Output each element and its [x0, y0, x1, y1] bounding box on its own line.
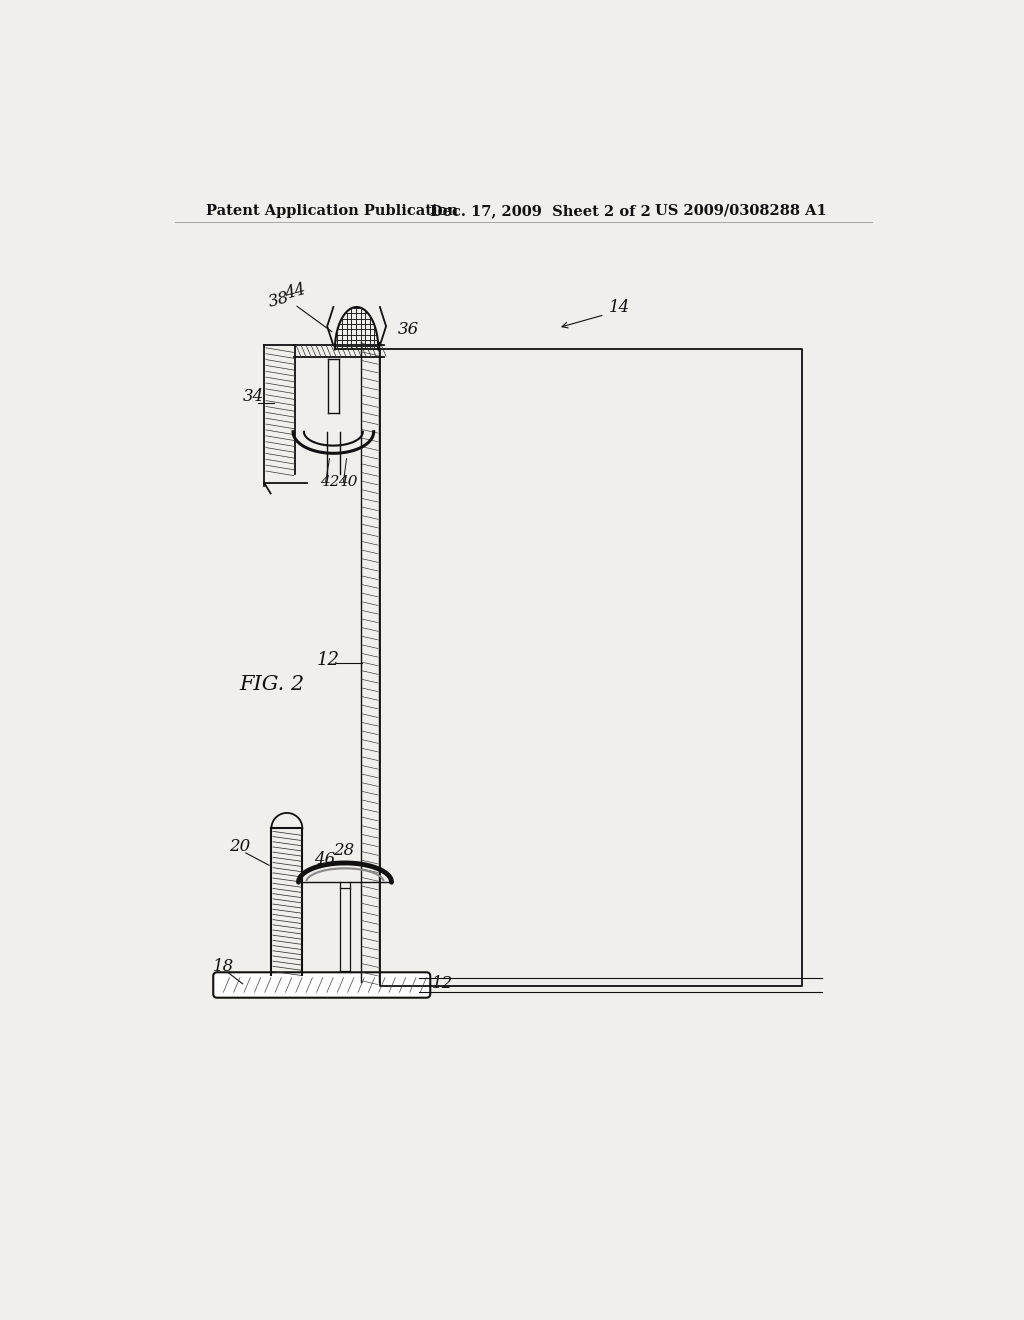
Text: 44: 44	[283, 281, 308, 304]
Text: US 2009/0308288 A1: US 2009/0308288 A1	[655, 203, 826, 218]
Text: 42: 42	[321, 475, 340, 488]
Text: Patent Application Publication: Patent Application Publication	[206, 203, 458, 218]
Text: 28: 28	[333, 842, 354, 859]
Text: 18: 18	[213, 958, 234, 974]
Text: 12: 12	[432, 975, 453, 993]
Text: 12: 12	[317, 651, 340, 669]
Text: 34: 34	[243, 388, 264, 405]
Text: 46: 46	[314, 850, 335, 867]
Text: 36: 36	[397, 321, 419, 338]
Text: FIG. 2: FIG. 2	[239, 675, 304, 694]
Text: 40: 40	[338, 475, 357, 488]
Text: 38: 38	[266, 289, 291, 312]
FancyBboxPatch shape	[213, 973, 430, 998]
Text: 20: 20	[228, 838, 250, 855]
Text: 14: 14	[608, 300, 630, 317]
Text: Dec. 17, 2009  Sheet 2 of 2: Dec. 17, 2009 Sheet 2 of 2	[430, 203, 651, 218]
